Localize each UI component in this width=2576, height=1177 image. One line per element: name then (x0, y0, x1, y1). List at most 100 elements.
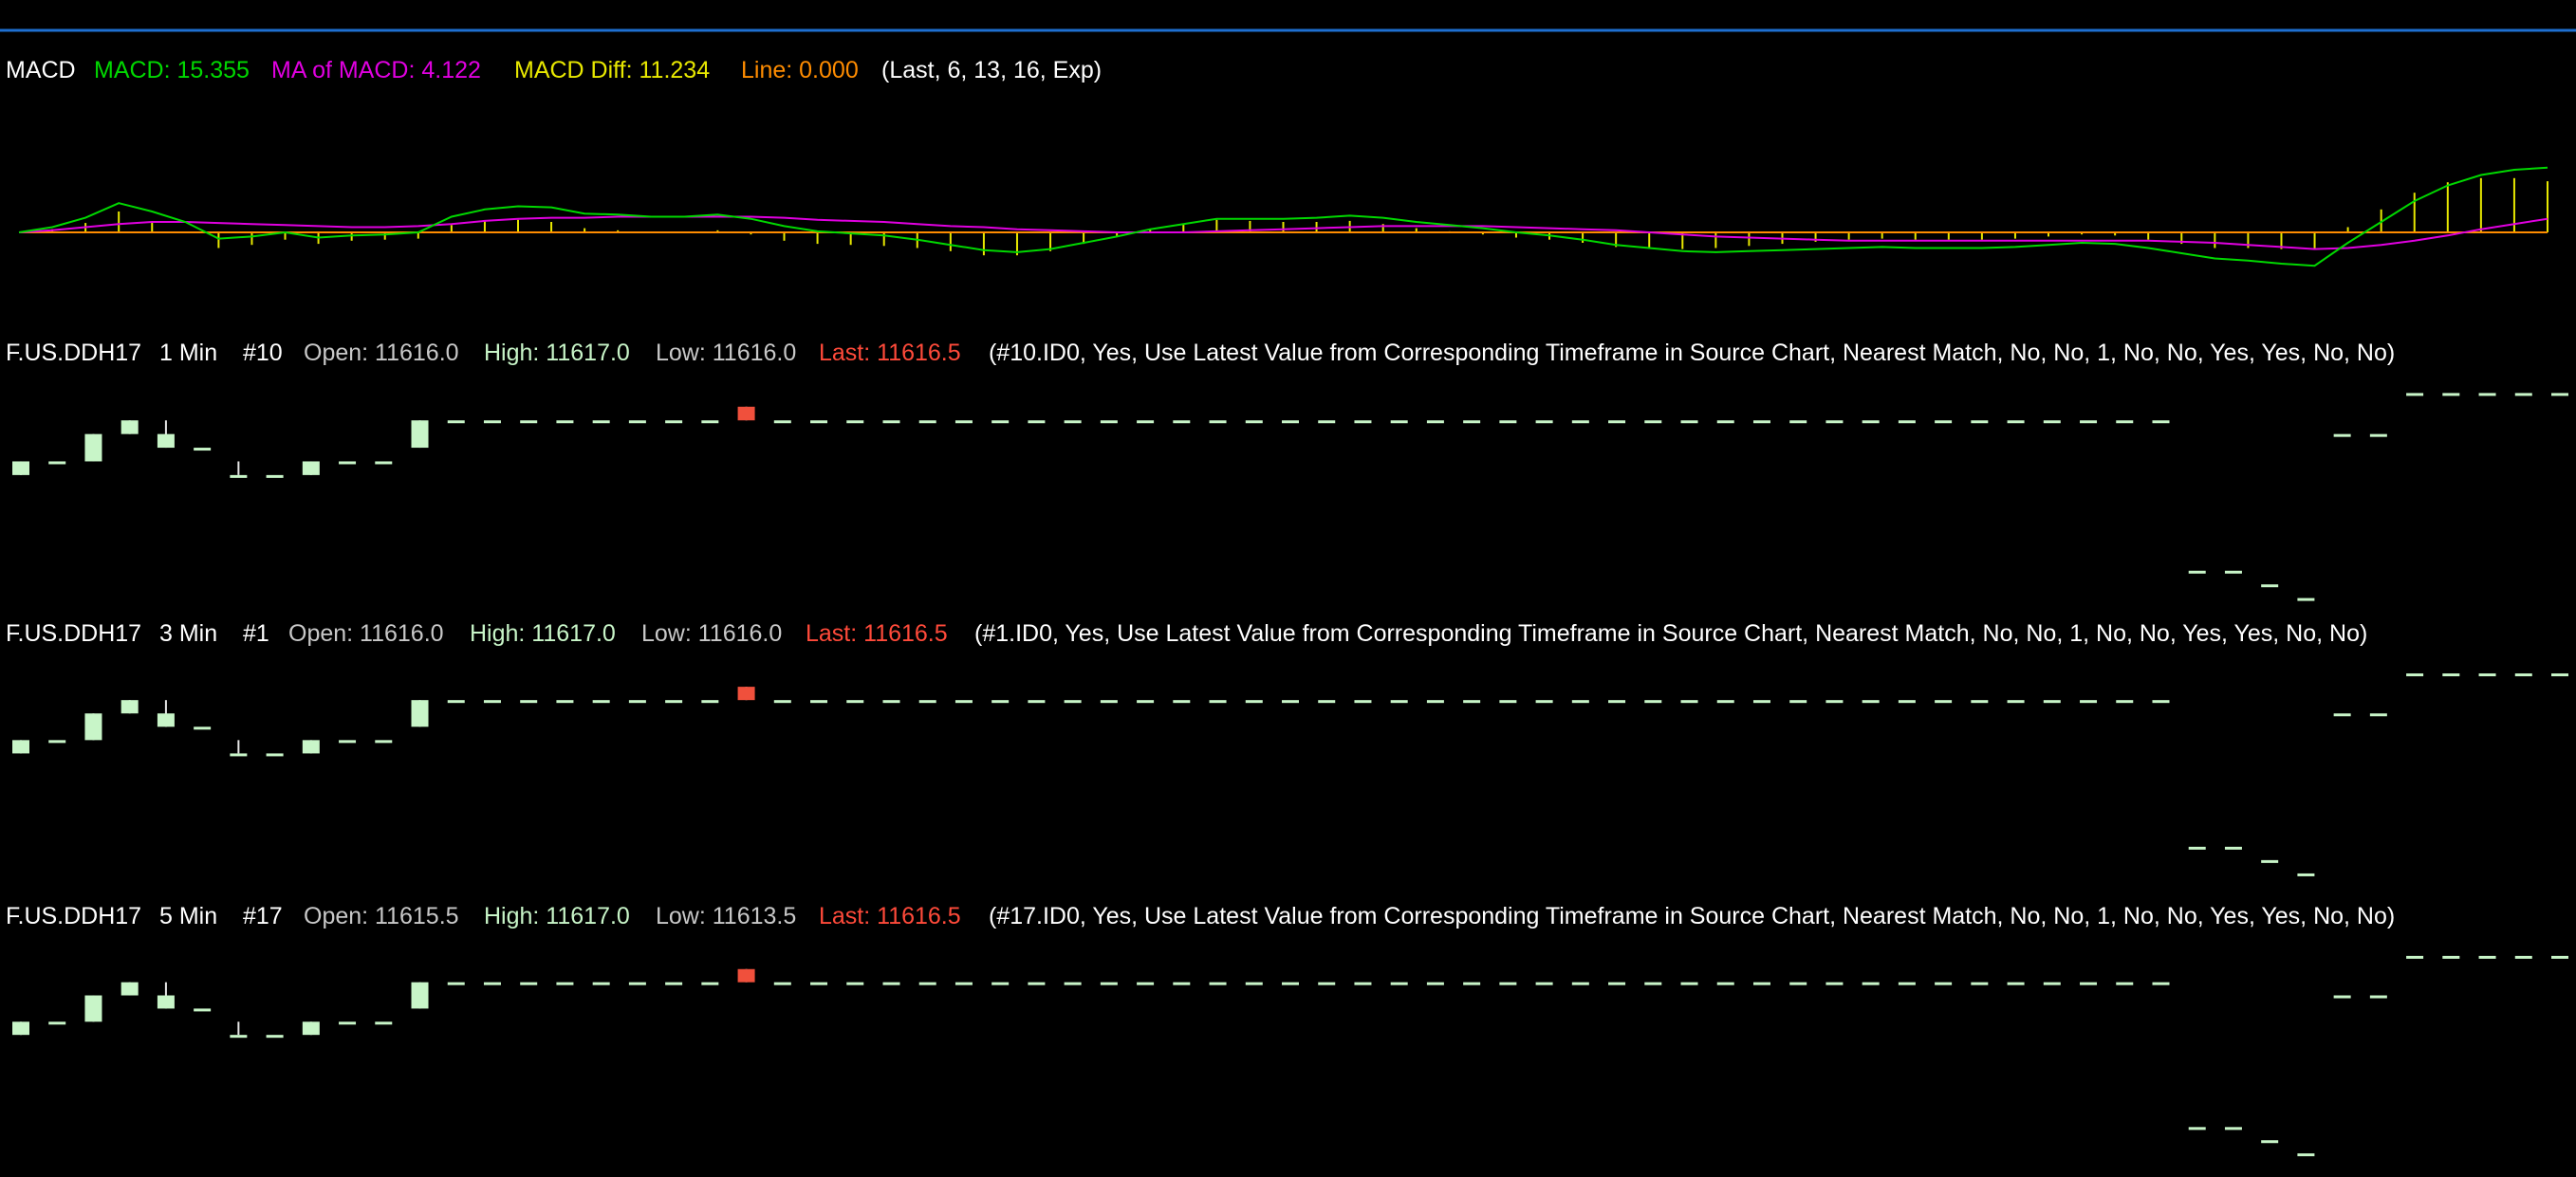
panel-3-id: #17 (243, 903, 283, 929)
candle-body (1752, 982, 1770, 985)
candle-body (2261, 584, 2279, 588)
candle-body (2188, 570, 2206, 574)
panel-3-low: Low: 11613.5 (656, 903, 796, 929)
panel-3-header: F.US.DDH17 5 Min #17 Open: 11615.5 High:… (6, 903, 2395, 929)
panel-2-low: Low: 11616.0 (641, 620, 782, 647)
candle-body (1680, 420, 1698, 424)
candle-body (1137, 700, 1155, 704)
candle-body (194, 726, 212, 730)
candle-body (1898, 700, 1916, 704)
candle-body (520, 420, 538, 424)
macd-title: MACD (6, 57, 76, 83)
candle-body (1571, 420, 1589, 424)
candle-body (1752, 420, 1770, 424)
candle-body (2406, 955, 2424, 959)
candle-body (1499, 982, 1517, 985)
panel-2-params: (#1.ID0, Yes, Use Latest Value from Corr… (974, 620, 2367, 647)
macd-line-value: Line: 0.000 (741, 57, 859, 83)
candle-body (1173, 700, 1191, 704)
candle-body (339, 1021, 357, 1025)
candle-body (1608, 700, 1626, 704)
candle-body (1173, 420, 1191, 424)
candle-body (846, 982, 864, 985)
candle-body (846, 700, 864, 704)
candle-body (120, 700, 139, 714)
candle-body (84, 433, 102, 462)
panel-3-plot (12, 955, 2568, 1157)
candle-body (1245, 700, 1263, 704)
candle-body (737, 968, 755, 983)
candle-body (810, 700, 828, 704)
candle-body (2478, 955, 2496, 959)
panel-1-header: F.US.DDH17 1 Min #10 Open: 11616.0 High:… (6, 340, 2395, 366)
candle-body (1644, 700, 1662, 704)
candle-body (1825, 700, 1844, 704)
candle-body (1463, 700, 1481, 704)
candle-body (266, 1035, 284, 1039)
candle-body (1173, 982, 1191, 985)
candle-body (1608, 420, 1626, 424)
candle-body (520, 700, 538, 704)
candle-body (266, 474, 284, 478)
candle-body (2297, 873, 2315, 876)
candle-body (2080, 420, 2098, 424)
candle-body (12, 740, 29, 754)
candle-body (1789, 700, 1807, 704)
candle-body (1571, 982, 1589, 985)
candle-body (12, 461, 29, 475)
macd-line (18, 166, 2548, 267)
candle-body (120, 420, 139, 434)
candle-body (2043, 982, 2061, 985)
candle-body (918, 420, 936, 424)
candle-body (2551, 393, 2568, 396)
candle-body (2188, 846, 2206, 850)
panel-2-high: High: 11617.0 (470, 620, 616, 647)
candle-body (230, 1035, 248, 1039)
candle-body (1571, 700, 1589, 704)
candle-body (954, 982, 973, 985)
candle-body (1644, 982, 1662, 985)
candle-body (1971, 982, 1989, 985)
candle-body (2406, 673, 2424, 677)
candle-body (447, 420, 465, 424)
candle-body (1898, 982, 1916, 985)
candle-body (665, 700, 683, 704)
candle-body (447, 982, 465, 985)
candle-body (194, 448, 212, 451)
candle-body (2080, 982, 2098, 985)
candle-body (954, 420, 973, 424)
candle-body (120, 982, 139, 996)
candle-body (882, 982, 900, 985)
candle-body (1463, 982, 1481, 985)
candle-body (701, 982, 719, 985)
candle-body (1028, 982, 1046, 985)
panel-1-id: #10 (243, 340, 283, 366)
candle-body (1137, 982, 1155, 985)
candle-body (1535, 700, 1553, 704)
candle-body (2152, 420, 2170, 424)
candle-body (556, 420, 574, 424)
candle-body (1318, 420, 1336, 424)
candle-body (1862, 700, 1880, 704)
candle-body (556, 982, 574, 985)
candle-body (1935, 420, 1953, 424)
candle-body (1971, 420, 1989, 424)
candle-body (1752, 700, 1770, 704)
candle-body (665, 982, 683, 985)
panel-1-plot (12, 393, 2568, 601)
candle-body (266, 753, 284, 757)
candle-body (520, 982, 538, 985)
panel-1-low: Low: 11616.0 (656, 340, 796, 366)
candle-body (2369, 713, 2387, 717)
candle-body (2442, 955, 2460, 959)
candle-body (2043, 700, 2061, 704)
macd-diff-value: MACD Diff: 11.234 (514, 57, 710, 83)
candle-body (810, 420, 828, 424)
candle-body (918, 700, 936, 704)
candle-body (2333, 995, 2351, 999)
candle-body (737, 406, 755, 421)
candle-body (411, 700, 429, 727)
candle-body (991, 420, 1010, 424)
candle-body (1100, 700, 1118, 704)
